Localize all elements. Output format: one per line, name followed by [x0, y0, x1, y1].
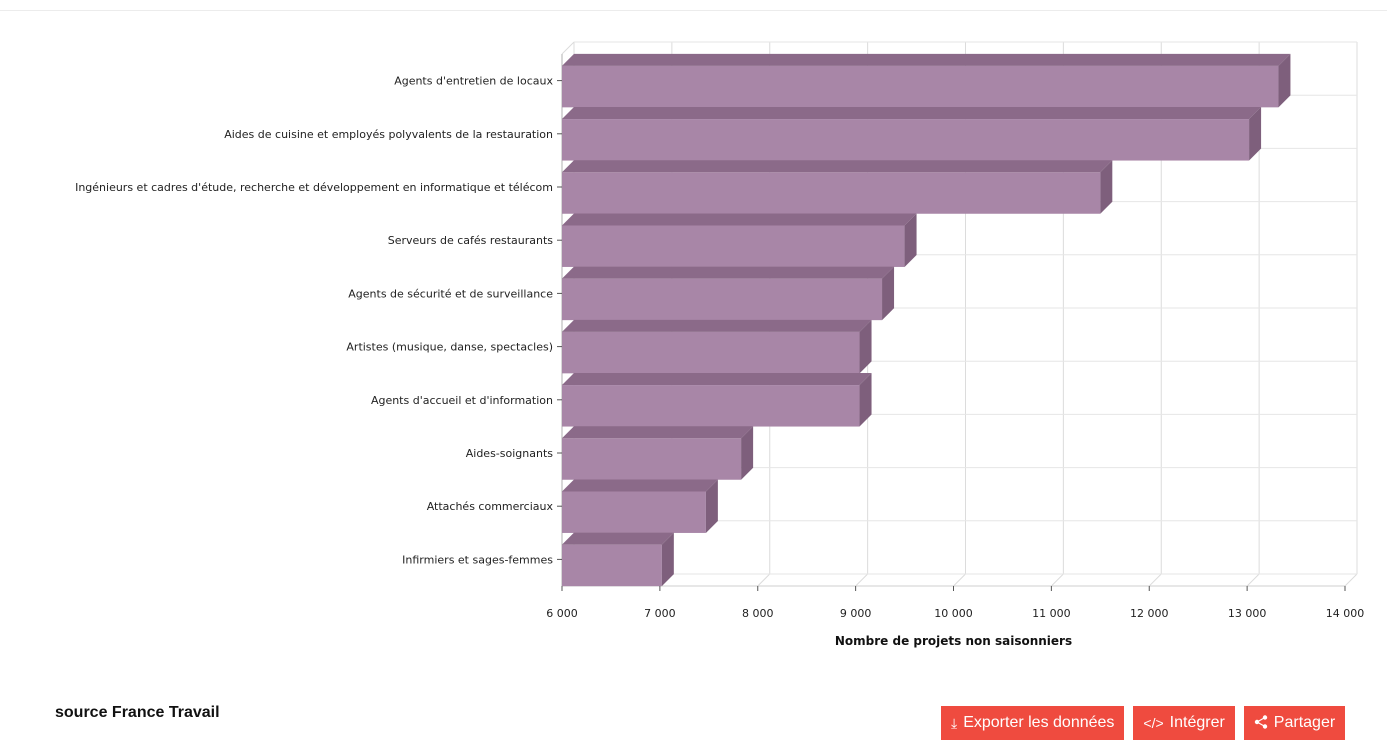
- x-tick-label: 12 000: [1130, 607, 1169, 620]
- x-axis-title: Nombre de projets non saisonniers: [835, 634, 1072, 648]
- bar-top: [562, 107, 1262, 120]
- bar-chart: Agents d'entretien de locaux Aides de cui…: [75, 41, 1365, 648]
- top-divider: [0, 10, 1387, 11]
- x-tick-label: 13 000: [1228, 607, 1267, 620]
- bar-top: [562, 319, 872, 332]
- bar-top: [562, 532, 674, 545]
- grid-floor-line: [1344, 573, 1358, 587]
- category-label: Serveurs de cafés restaurants: [388, 234, 554, 247]
- x-tick-label: 11 000: [1032, 607, 1071, 620]
- bar-side: [1278, 53, 1291, 108]
- bar-top: [562, 160, 1113, 173]
- bar-side: [904, 213, 917, 267]
- bar-front: [562, 491, 706, 533]
- bar-side: [705, 479, 718, 533]
- share-button[interactable]: Partager: [1243, 706, 1346, 740]
- category-label: Artistes (musique, danse, spectacles): [346, 341, 553, 354]
- bar-side: [859, 373, 872, 427]
- bar-side: [741, 426, 754, 480]
- x-tick-label: 6 000: [546, 607, 578, 620]
- export-data-button[interactable]: ⤓ Exporter les données: [941, 706, 1125, 740]
- grid-side-line: [561, 41, 575, 55]
- export-data-label: Exporter les données: [963, 714, 1115, 731]
- embed-label: Intégrer: [1169, 714, 1225, 731]
- source-label: source France Travail: [55, 704, 220, 721]
- x-tick-label: 10 000: [934, 607, 973, 620]
- x-tick-label: 9 000: [840, 607, 872, 620]
- grid-floor-line: [1246, 573, 1260, 587]
- share-icon: [1254, 715, 1268, 731]
- embed-button[interactable]: </> Intégrer: [1133, 706, 1235, 740]
- bar-top: [562, 373, 872, 386]
- bar-side: [661, 532, 674, 587]
- x-tick-label: 7 000: [644, 607, 676, 620]
- bar-front: [562, 544, 662, 587]
- bar-front: [562, 119, 1250, 161]
- grid-floor-line: [953, 573, 966, 587]
- bar-side: [859, 319, 872, 374]
- bar-side: [882, 266, 895, 321]
- grid-floor-line: [1148, 573, 1162, 587]
- bar-front: [562, 385, 860, 427]
- bar-front: [562, 438, 742, 480]
- bar-top: [562, 213, 917, 226]
- share-label: Partager: [1273, 714, 1336, 731]
- bar-front: [562, 225, 905, 267]
- grid-floor-line: [1051, 573, 1064, 587]
- download-icon: ⤓: [951, 715, 958, 731]
- bar-top: [562, 53, 1291, 66]
- bar-front: [562, 172, 1101, 214]
- x-tick-label: 14 000: [1326, 607, 1365, 620]
- bar-top: [562, 479, 718, 492]
- grid-floor-line: [855, 573, 868, 587]
- bar-side: [1100, 160, 1113, 214]
- code-icon: </>: [1143, 715, 1164, 731]
- category-label: Agents de sécurité et de surveillance: [348, 287, 553, 300]
- category-label: Infirmiers et sages-femmes: [402, 553, 553, 566]
- bar-side: [1249, 107, 1262, 161]
- category-label: Attachés commerciaux: [427, 500, 554, 513]
- category-label: Ingénieurs et cadres d'étude, recherche …: [75, 181, 553, 194]
- bar-top: [562, 426, 754, 439]
- category-label: Aides de cuisine et employés polyvalents…: [224, 128, 553, 141]
- grid-floor-line: [757, 573, 771, 587]
- category-label: Aides-soignants: [466, 447, 554, 460]
- bar-front: [562, 65, 1279, 108]
- bar-front: [562, 278, 883, 321]
- category-label: Agents d'entretien de locaux: [394, 75, 553, 88]
- x-tick-label: 8 000: [742, 607, 774, 620]
- category-label: Agents d'accueil et d'information: [371, 394, 553, 407]
- bar-front: [562, 331, 860, 374]
- bar-top: [562, 266, 895, 279]
- action-buttons: ⤓ Exporter les données </> Intégrer Part…: [941, 706, 1346, 740]
